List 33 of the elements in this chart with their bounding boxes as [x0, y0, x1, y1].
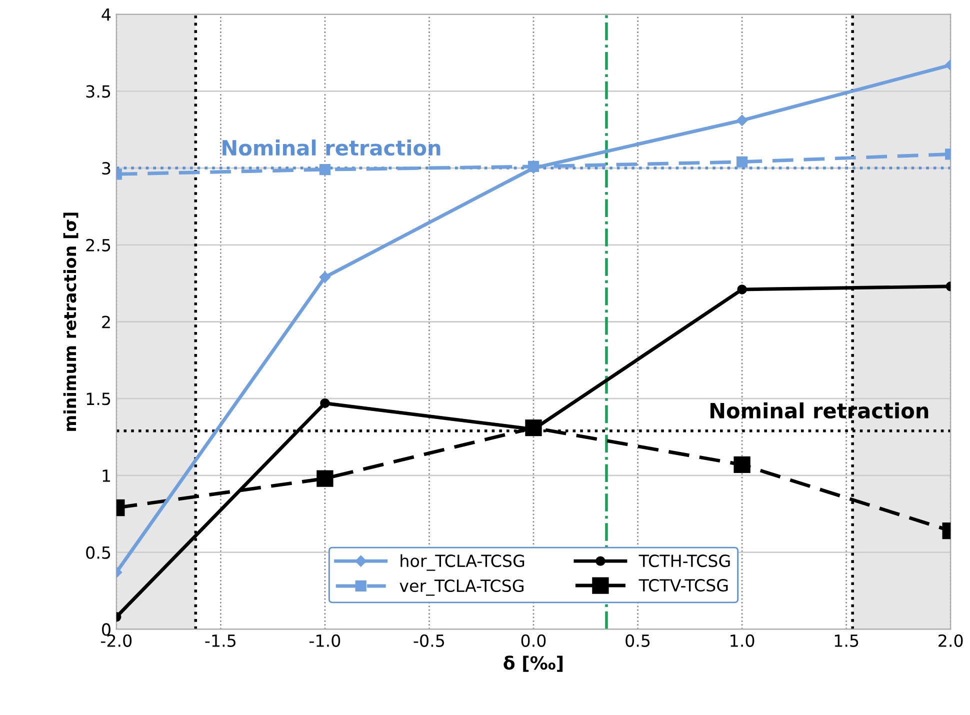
y-tick-label: 1.5	[86, 392, 110, 406]
y-tick-label: 0	[102, 623, 110, 636]
point	[319, 272, 331, 283]
annotation: Nominal retraction	[222, 140, 440, 156]
point	[736, 156, 748, 168]
x-axis-title: δ [‰]	[504, 656, 563, 672]
y-tick-label: 1	[102, 470, 110, 482]
annotation: Nominal retraction	[710, 402, 928, 419]
x-tick-label: -1.0	[310, 634, 340, 647]
point	[525, 419, 542, 436]
y-tick-label: 3	[102, 162, 110, 175]
point	[319, 164, 331, 176]
legend-label: TCTV-TCSG	[638, 578, 728, 592]
y-tick-label: 3.5	[86, 85, 110, 98]
point	[316, 470, 334, 487]
y-tick-label: 4	[102, 8, 111, 21]
y-tick-label: 2	[102, 316, 110, 328]
legend-label: hor_TCLA-TCSG	[400, 554, 524, 571]
x-tick-label: 1.5	[834, 634, 858, 647]
x-tick-label: 1.0	[730, 634, 754, 647]
x-tick-label: -0.5	[414, 634, 444, 647]
point	[734, 456, 750, 474]
x-tick-label: -2.0	[100, 634, 132, 647]
x-tick-label: 0.5	[626, 634, 650, 647]
legend-label: ver_TCLA-TCSG	[400, 579, 524, 596]
x-tick-label: -1.5	[205, 634, 236, 647]
x-tick-label: 2.0	[938, 634, 963, 647]
legend-label: TCTH-TCSG	[638, 554, 730, 568]
y-tick-label: 0.5	[86, 546, 110, 559]
y-tick-label: 2.5	[86, 238, 110, 252]
x-tick-label: 0.0	[521, 634, 546, 647]
y-axis-title: minimum retraction [σ]	[63, 212, 78, 431]
point	[736, 114, 748, 126]
